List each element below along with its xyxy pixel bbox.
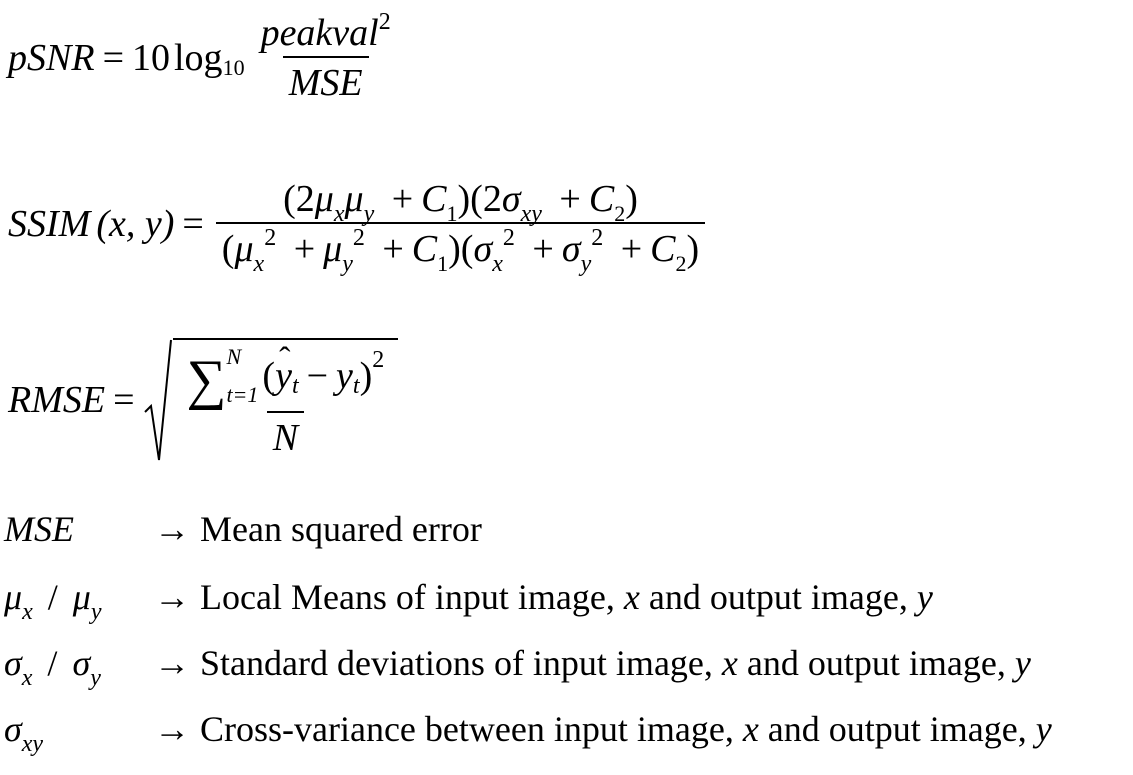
psnr-equation: pSNR = 10 log 10 peakval2 MSE [8,10,401,102]
rmse-fraction: ∑ N t=1 (yt −yt)2 N [181,343,391,457]
right-arrow-icon: → [154,709,190,749]
rmse-equation: RMSE = ∑ N t=1 (yt −yt)2 N [8,338,399,462]
psnr-lhs: pSNR [8,37,95,79]
rmse-exponent: 2 [372,347,385,373]
psnr-exponent: 2 [378,9,391,35]
psnr-fraction: peakval2 MSE [255,10,397,102]
rmse-lhs: RMSE [8,379,106,421]
definition-mse: MSE → Mean squared error [4,508,482,550]
summation-icon: ∑ [186,349,227,411]
definition-symbol: MSE [4,509,74,549]
square-root: ∑ N t=1 (yt −yt)2 N [143,338,399,462]
log-base: 10 [222,55,245,80]
psnr-coefficient: 10 [132,37,170,79]
y-hat: y [275,343,292,395]
definition-sigma: σx / σy → Standard deviations of input i… [4,642,1031,691]
equals-sign: = [102,37,124,79]
ssim-args: (x, y) [96,203,175,245]
definition-symbol: σxy [4,709,44,757]
right-arrow-icon: → [154,577,190,617]
sum-upper-limit: N [226,343,242,369]
ssim-equation: SSIM (x, y) = (2μxμy + C1)(2σxy + C2) (μx2… [8,178,709,276]
sum-lower-limit: t=1 [226,382,259,407]
definition-text: Local Means of input image, x and output… [200,577,933,617]
definition-text: Standard deviations of input image, x an… [200,643,1031,683]
right-arrow-icon: → [154,643,190,683]
ssim-denominator: (μx2 + μy2 + C1)(σx2 + σy2 + C2) [215,222,706,276]
psnr-denominator: MSE [282,56,369,102]
radical-sign-icon [143,339,172,461]
definition-symbol: σx / σy [4,643,101,691]
right-arrow-icon: → [154,509,190,549]
psnr-numerator: peakval [260,12,379,54]
definition-text: Mean squared error [200,509,482,549]
equals-sign: = [113,379,135,421]
rmse-numerator: ∑ N t=1 (yt −yt)2 [181,343,391,411]
log-operator: log [174,37,223,79]
ssim-fraction: (2μxμy + C1)(2σxy + C2) (μx2 + μy2 + C1)(σx2… [215,178,706,276]
definition-sigma-xy: σxy → Cross-variance between input image… [4,708,1052,757]
rmse-denominator: N [266,411,305,457]
equals-sign: = [182,203,204,245]
ssim-lhs: SSIM [8,203,91,245]
definition-symbol: μx / μy [4,577,102,625]
definition-text: Cross-variance between input image, x an… [200,709,1052,749]
definition-mu: μx / μy → Local Means of input image, x … [4,576,933,625]
ssim-numerator: (2μxμy + C1)(2σxy + C2) [283,178,638,227]
